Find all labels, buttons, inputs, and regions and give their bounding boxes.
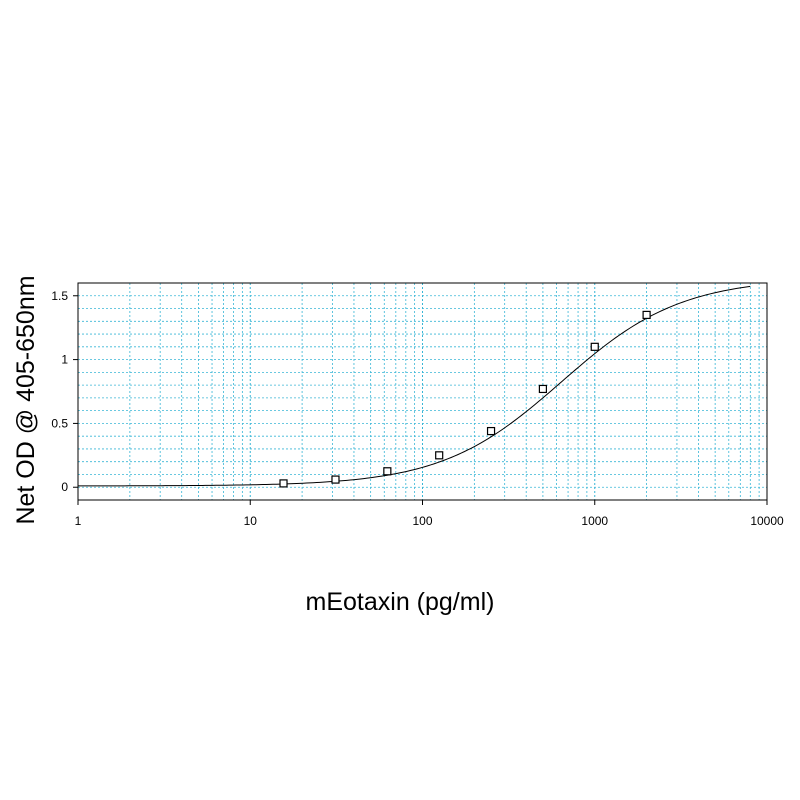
data-point xyxy=(486,426,496,436)
data-point xyxy=(435,451,444,460)
data-point xyxy=(538,384,547,394)
grid xyxy=(78,282,767,500)
x-tick-label: 100 xyxy=(412,514,432,528)
data-point xyxy=(383,467,392,476)
data-points xyxy=(279,310,651,488)
data-point xyxy=(642,310,651,320)
data-point xyxy=(590,342,599,351)
x-axis-label: mEotaxin (pg/ml) xyxy=(306,588,495,616)
x-tick-label: 10 xyxy=(244,514,258,528)
x-tick-label: 1000 xyxy=(581,514,608,528)
x-axis-ticks: 1 10 100 1000 10000 xyxy=(75,500,784,528)
x-tick-label: 10000 xyxy=(750,514,784,528)
x-tick-label: 1 xyxy=(75,514,82,528)
y-tick-label: 0.5 xyxy=(51,416,68,430)
y-axis-ticks: 0 0.5 1 1.5 xyxy=(51,289,78,494)
data-point xyxy=(279,479,288,488)
y-tick-label: 1 xyxy=(61,353,68,367)
fit-curve xyxy=(78,285,751,487)
y-tick-label: 1.5 xyxy=(51,289,68,303)
y-tick-label: 0 xyxy=(61,480,68,494)
y-axis-label: Net OD @ 405-650nm xyxy=(12,275,40,524)
data-point xyxy=(331,475,340,484)
